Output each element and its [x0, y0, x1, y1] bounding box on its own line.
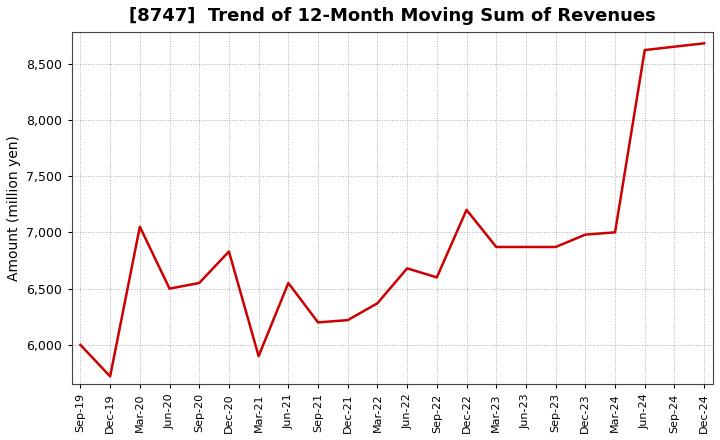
Y-axis label: Amount (million yen): Amount (million yen) — [7, 135, 21, 281]
Title: [8747]  Trend of 12-Month Moving Sum of Revenues: [8747] Trend of 12-Month Moving Sum of R… — [129, 7, 656, 25]
